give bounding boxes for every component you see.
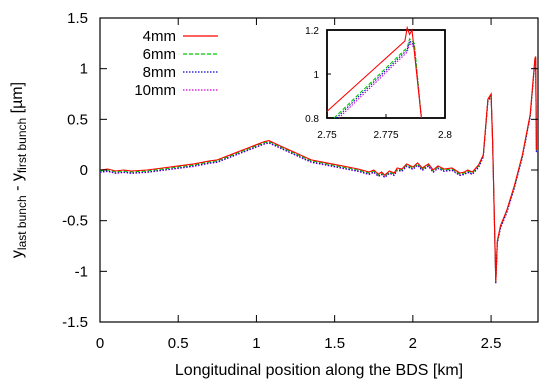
inset-tick-layer: 2.75 2.775 2.8 1.2 1 0.8 xyxy=(305,26,452,141)
legend-label-4mm: 4mm xyxy=(143,28,176,45)
y-tick-label: -1 xyxy=(75,263,88,280)
y-tick-label: -0.5 xyxy=(62,213,88,230)
inset-series-line-6mm xyxy=(333,37,422,119)
y-axis-label-unit: [µm] xyxy=(9,82,26,118)
x-tick-label: 0.5 xyxy=(168,335,189,352)
y-tick-label: 1 xyxy=(80,61,88,78)
y-axis-label-dash: - y xyxy=(9,173,26,195)
y-tick-label: 0 xyxy=(80,162,88,179)
legend-label-6mm: 6mm xyxy=(143,46,176,63)
x-tick-label: 2.5 xyxy=(481,335,502,352)
inset-chart: 2.75 2.775 2.8 1.2 1 0.8 xyxy=(305,25,452,141)
inset-x-tick-label: 2.75 xyxy=(317,130,337,141)
y-tick-label: 1.5 xyxy=(67,10,88,27)
legend-label-10mm: 10mm xyxy=(134,82,176,99)
inset-series-line-4mm xyxy=(326,25,422,119)
x-tick-label: 1.5 xyxy=(324,335,345,352)
y-axis-label-sub2: first bunch xyxy=(15,118,29,173)
x-tick-label: 2 xyxy=(409,335,417,352)
inset-x-tick-label: 2.775 xyxy=(373,130,398,141)
legend-label-8mm: 8mm xyxy=(143,64,176,81)
tick-layer: 0 0.5 1 1.5 2 2.5 1.5 1 0.5 0 -0.5 -1 -1.5 xyxy=(62,10,538,352)
series-layer xyxy=(99,56,537,285)
series-line-4mm xyxy=(99,56,537,282)
y-axis-label-y: y xyxy=(9,250,26,258)
inset-y-tick-label: 1 xyxy=(313,70,319,81)
x-axis-label: Longitudinal position along the BDS [km] xyxy=(175,362,463,379)
inset-plot-area xyxy=(326,29,446,119)
inset-x-tick-label: 2.8 xyxy=(438,130,452,141)
inset-y-tick-label: 1.2 xyxy=(305,26,319,37)
y-axis-label: ylast bunch - yfirst bunch [µm] xyxy=(9,82,29,258)
plot-area xyxy=(99,17,539,323)
y-tick-label: -1.5 xyxy=(62,314,88,331)
x-tick-label: 1 xyxy=(252,335,260,352)
y-tick-label: 0.5 xyxy=(67,111,88,128)
inset-y-tick-label: 0.8 xyxy=(305,114,319,125)
x-tick-label: 0 xyxy=(96,335,104,352)
inset-series-layer xyxy=(326,25,422,119)
y-axis-label-sub1: last bunch xyxy=(15,195,29,250)
inset-series-line-10mm xyxy=(338,42,422,119)
